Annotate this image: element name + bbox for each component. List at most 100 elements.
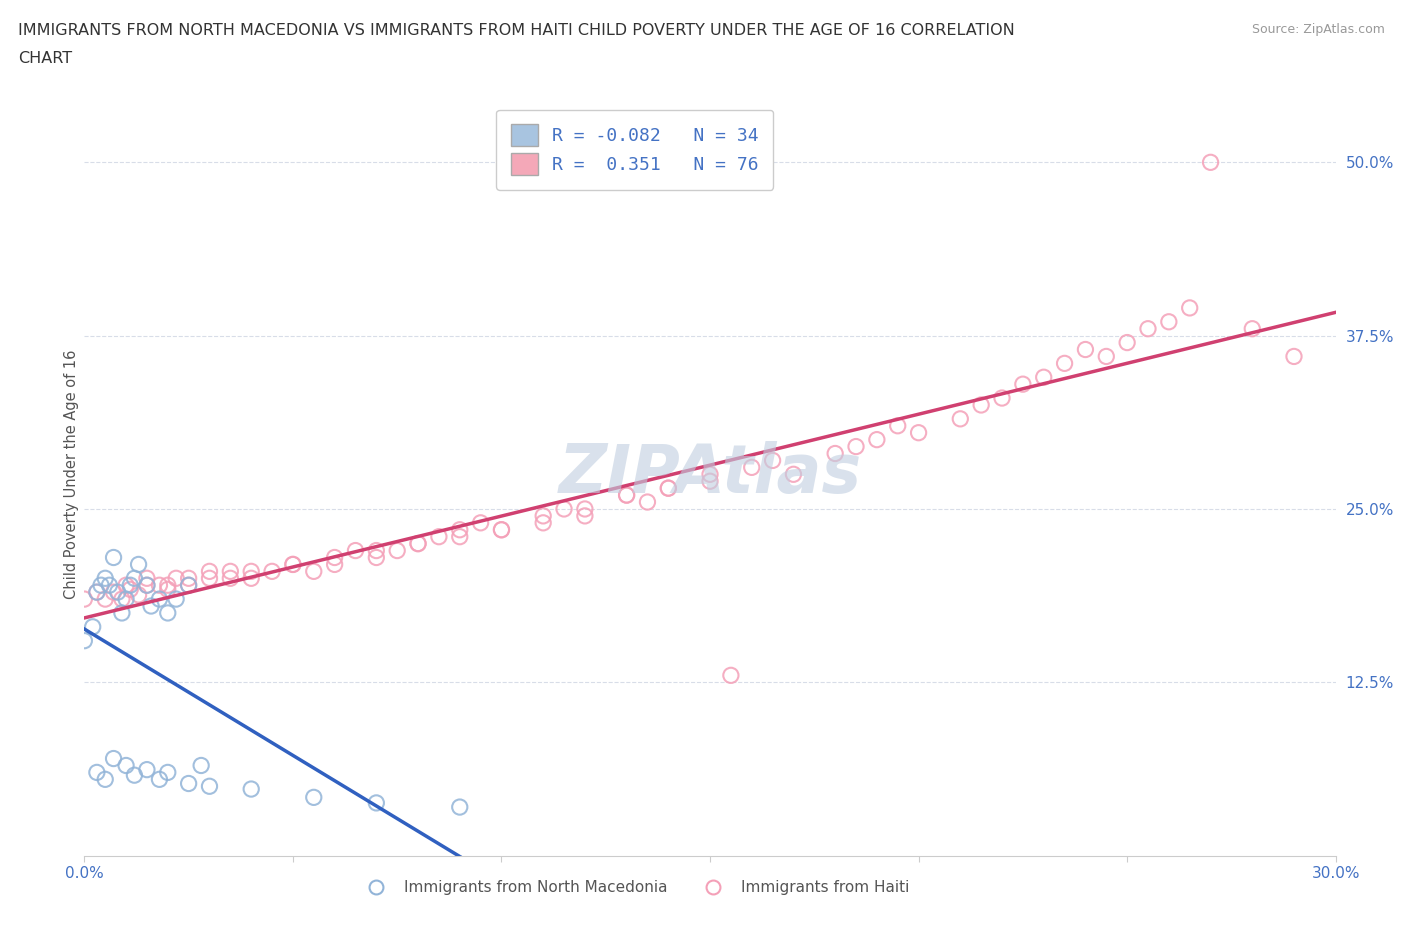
Point [139, 599, 162, 614]
Point [219, 564, 242, 578]
Point [136, 578, 159, 592]
Point [406, 537, 429, 551]
Point [657, 481, 679, 496]
Point [281, 557, 304, 572]
Point [845, 439, 868, 454]
Point [82, 619, 104, 634]
Point [1178, 300, 1201, 315]
Legend: Immigrants from North Macedonia, Immigrants from Haiti: Immigrants from North Macedonia, Immigra… [354, 874, 915, 901]
Point [86, 765, 108, 780]
Point [262, 564, 284, 578]
Point [491, 523, 513, 538]
Point [120, 578, 142, 592]
Point [177, 776, 200, 790]
Point [449, 800, 471, 815]
Point [1116, 335, 1139, 350]
Point [720, 668, 742, 683]
Point [1241, 321, 1264, 336]
Point [366, 543, 388, 558]
Point [198, 564, 221, 578]
Point [198, 571, 221, 586]
Point [128, 588, 150, 603]
Point [1032, 370, 1054, 385]
Y-axis label: Child Poverty Under the Age of 16: Child Poverty Under the Age of 16 [63, 350, 79, 599]
Point [366, 550, 388, 565]
Point [616, 487, 638, 502]
Text: CHART: CHART [18, 51, 72, 66]
Point [128, 557, 150, 572]
Point [94, 772, 117, 787]
Point [427, 529, 450, 544]
Point [302, 564, 325, 578]
Point [148, 591, 170, 606]
Point [111, 605, 134, 620]
Point [1074, 342, 1097, 357]
Point [94, 591, 117, 606]
Point [156, 582, 179, 597]
Text: Source: ZipAtlas.com: Source: ZipAtlas.com [1251, 23, 1385, 36]
Point [531, 509, 554, 524]
Point [281, 557, 304, 572]
Point [148, 578, 170, 592]
Point [449, 523, 471, 538]
Point [323, 557, 346, 572]
Point [824, 446, 846, 461]
Point [323, 550, 346, 565]
Point [177, 578, 200, 592]
Point [949, 411, 972, 426]
Point [148, 772, 170, 787]
Point [136, 571, 159, 586]
Point [86, 585, 108, 600]
Point [240, 781, 263, 796]
Point [240, 564, 263, 578]
Point [1053, 356, 1076, 371]
Point [574, 509, 596, 524]
Point [165, 591, 187, 606]
Point [124, 571, 146, 586]
Point [86, 585, 108, 600]
Point [90, 578, 112, 592]
Text: IMMIGRANTS FROM NORTH MACEDONIA VS IMMIGRANTS FROM HAITI CHILD POVERTY UNDER THE: IMMIGRANTS FROM NORTH MACEDONIA VS IMMIG… [18, 23, 1015, 38]
Point [616, 487, 638, 502]
Point [120, 582, 142, 597]
Point [1012, 377, 1035, 392]
Point [637, 495, 659, 510]
Point [657, 481, 679, 496]
Point [887, 418, 910, 433]
Point [103, 751, 125, 766]
Point [103, 550, 125, 565]
Point [1136, 321, 1159, 336]
Point [136, 578, 159, 592]
Point [1157, 314, 1180, 329]
Point [1095, 349, 1118, 364]
Point [385, 543, 409, 558]
Point [531, 515, 554, 530]
Point [98, 578, 121, 592]
Point [762, 453, 785, 468]
Point [699, 467, 721, 482]
Point [1282, 349, 1305, 364]
Point [470, 515, 492, 530]
Point [156, 765, 179, 780]
Point [115, 578, 138, 592]
Point [107, 585, 129, 600]
Point [366, 795, 388, 810]
Point [970, 397, 993, 412]
Point [177, 571, 200, 586]
Point [165, 571, 187, 586]
Point [344, 543, 367, 558]
Point [240, 571, 263, 586]
Point [782, 467, 804, 482]
Point [553, 501, 575, 516]
Point [124, 768, 146, 783]
Point [574, 501, 596, 516]
Point [177, 578, 200, 592]
Point [103, 585, 125, 600]
Point [866, 432, 889, 447]
Point [73, 591, 96, 606]
Point [111, 591, 134, 606]
Point [907, 425, 929, 440]
Point [156, 605, 179, 620]
Point [219, 571, 242, 586]
Point [73, 633, 96, 648]
